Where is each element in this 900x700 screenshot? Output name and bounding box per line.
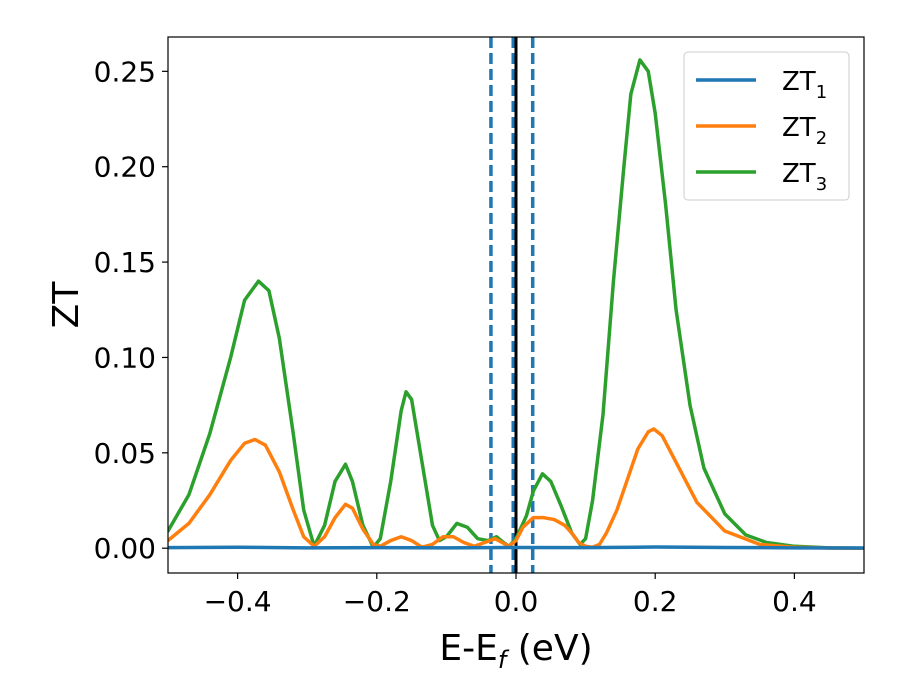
axis-ticks: −0.4 −0.2 0.0 0.2 0.4 0.00 0.05 0.10 0.15 0.20 0.2… (94, 55, 817, 618)
x-tick-label: 0.2 (633, 585, 678, 618)
legend-box (683, 51, 850, 201)
series-line-zt2 (168, 427, 864, 550)
legend-label-zt2: ZT2 (782, 113, 827, 149)
legend-label-zt1: ZT1 (782, 67, 827, 103)
legend: ZT1 ZT2 ZT3 (683, 51, 850, 201)
y-tick-label: 0.10 (94, 341, 156, 374)
y-tick-label: 0.00 (94, 532, 156, 565)
y-tick-label: 0.20 (94, 151, 156, 184)
x-axis-label-main: E-E (439, 628, 497, 669)
x-tick-label: 0.0 (494, 585, 539, 618)
legend-label-zt3: ZT3 (782, 159, 827, 195)
y-axis-label: ZT (46, 281, 87, 329)
x-tick-label: 0.4 (772, 585, 817, 618)
y-tick-label: 0.25 (94, 55, 156, 88)
series-line-zt1 (168, 545, 864, 550)
y-tick-label: 0.05 (94, 437, 156, 470)
x-tick-label: −0.4 (204, 585, 272, 618)
y-tick-label: 0.15 (94, 246, 156, 279)
x-axis-label: E-Ef (eV) (439, 628, 592, 674)
x-tick-label: −0.2 (343, 585, 411, 618)
plot-area (168, 37, 864, 573)
x-axis-label-unit: (eV) (506, 628, 592, 669)
